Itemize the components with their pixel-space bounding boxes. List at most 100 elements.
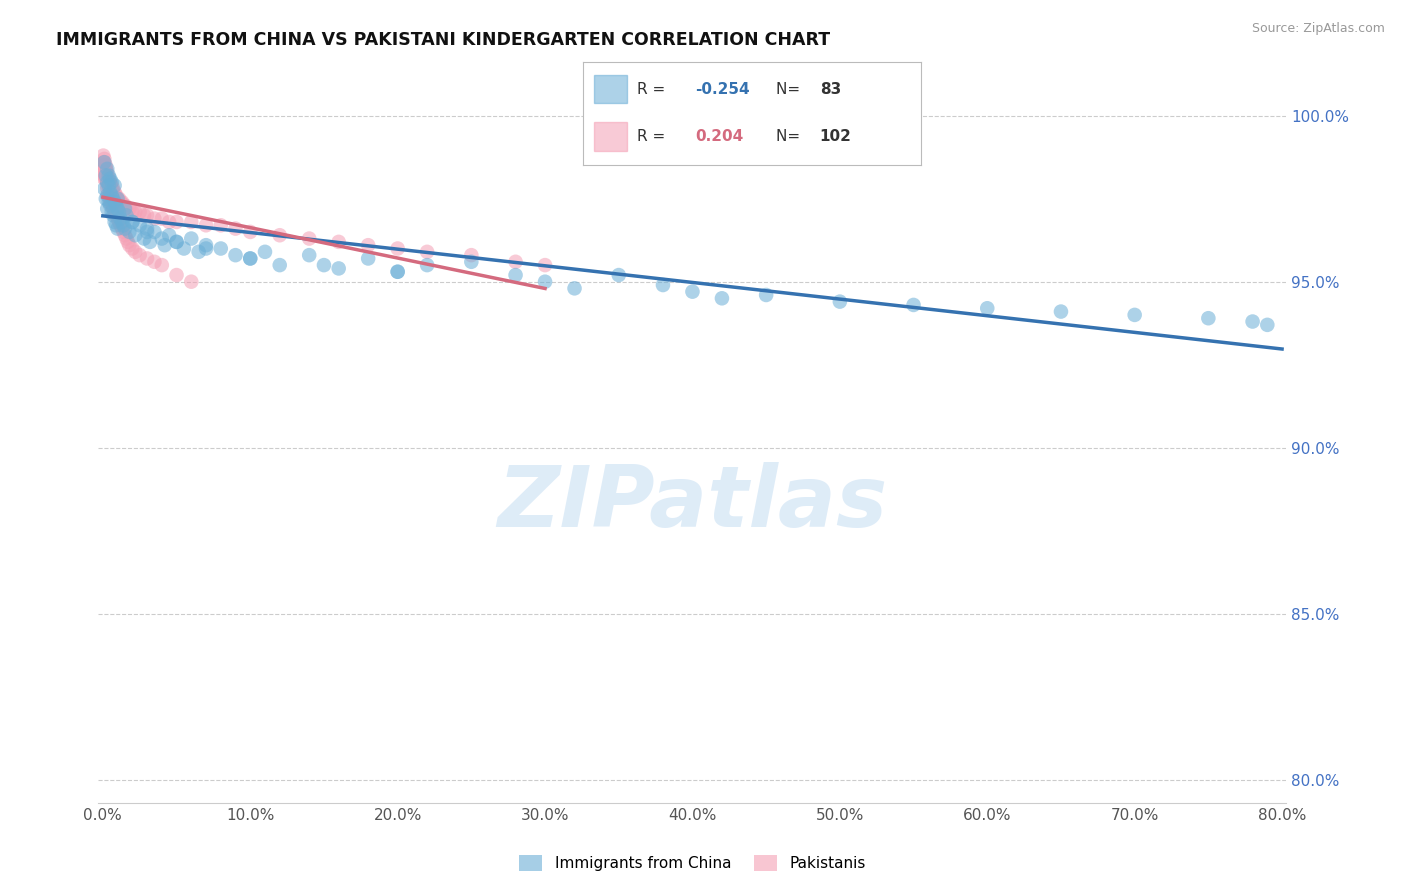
Point [239, 225, 262, 239]
Point [124, 205, 146, 219]
Text: -0.254: -0.254 [695, 81, 749, 96]
Point [460, 254, 482, 268]
Point [976, 301, 998, 316]
Point [107, 202, 129, 216]
Point [118, 238, 141, 252]
Point [115, 231, 138, 245]
Point [128, 248, 150, 262]
Point [100, 175, 122, 189]
Point [903, 298, 925, 312]
Point [105, 188, 128, 202]
Point [94, 161, 117, 176]
Point [105, 198, 128, 212]
Text: Source: ZipAtlas.com: Source: ZipAtlas.com [1251, 22, 1385, 36]
Point [111, 221, 134, 235]
Point [269, 258, 291, 272]
Point [132, 208, 156, 222]
Point [173, 242, 195, 256]
Point [98, 192, 121, 206]
Point [104, 188, 127, 202]
Text: R =: R = [637, 128, 671, 144]
Point [607, 268, 630, 282]
Point [96, 188, 118, 202]
Point [534, 275, 557, 289]
Point [166, 268, 188, 282]
Point [166, 235, 188, 249]
Point [121, 215, 143, 229]
Point [94, 169, 117, 183]
Point [150, 258, 173, 272]
Text: 102: 102 [820, 128, 852, 144]
Point [93, 159, 115, 173]
Point [136, 208, 159, 222]
Point [93, 152, 115, 166]
Point [136, 221, 159, 235]
Text: 0.204: 0.204 [695, 128, 744, 144]
Point [505, 268, 527, 282]
Point [98, 171, 121, 186]
Point [111, 215, 134, 229]
Point [96, 182, 118, 196]
Point [105, 192, 128, 206]
Text: ZIPatlas: ZIPatlas [498, 461, 887, 545]
Point [100, 188, 122, 202]
Point [101, 208, 124, 222]
Point [96, 171, 118, 186]
Point [505, 254, 527, 268]
Point [239, 252, 262, 266]
Point [98, 178, 121, 193]
Point [564, 281, 586, 295]
Point [681, 285, 703, 299]
Point [118, 225, 141, 239]
Point [253, 244, 276, 259]
FancyBboxPatch shape [593, 75, 627, 103]
Point [97, 185, 120, 199]
Point [114, 221, 136, 235]
Point [93, 161, 115, 176]
Point [187, 244, 209, 259]
Point [93, 155, 115, 169]
Point [157, 215, 180, 229]
Point [209, 242, 232, 256]
Point [96, 175, 118, 189]
Point [117, 235, 139, 249]
Point [100, 185, 122, 199]
Text: R =: R = [637, 81, 671, 96]
Point [357, 252, 380, 266]
Point [101, 185, 124, 199]
Point [710, 291, 733, 305]
Point [96, 165, 118, 179]
Point [114, 228, 136, 243]
Point [121, 242, 143, 256]
Point [91, 148, 114, 162]
Point [94, 165, 117, 179]
Point [298, 248, 321, 262]
Point [104, 202, 127, 216]
Point [180, 231, 202, 245]
Point [166, 235, 188, 249]
Point [1123, 308, 1146, 322]
Point [100, 182, 122, 196]
Point [97, 169, 120, 183]
Point [94, 169, 117, 183]
Point [121, 215, 143, 229]
Point [94, 171, 117, 186]
Point [143, 254, 166, 268]
Text: IMMIGRANTS FROM CHINA VS PAKISTANI KINDERGARTEN CORRELATION CHART: IMMIGRANTS FROM CHINA VS PAKISTANI KINDE… [56, 31, 831, 49]
Point [115, 202, 138, 216]
Point [98, 198, 121, 212]
Point [132, 231, 156, 245]
Point [387, 242, 409, 256]
Point [357, 238, 380, 252]
Point [328, 261, 350, 276]
Point [93, 169, 115, 183]
Point [98, 185, 121, 199]
Point [312, 258, 335, 272]
Point [1241, 314, 1264, 328]
Point [298, 231, 321, 245]
Point [150, 231, 173, 245]
Point [107, 192, 129, 206]
Point [112, 198, 135, 212]
Text: N=: N= [776, 128, 804, 144]
Point [107, 195, 129, 210]
